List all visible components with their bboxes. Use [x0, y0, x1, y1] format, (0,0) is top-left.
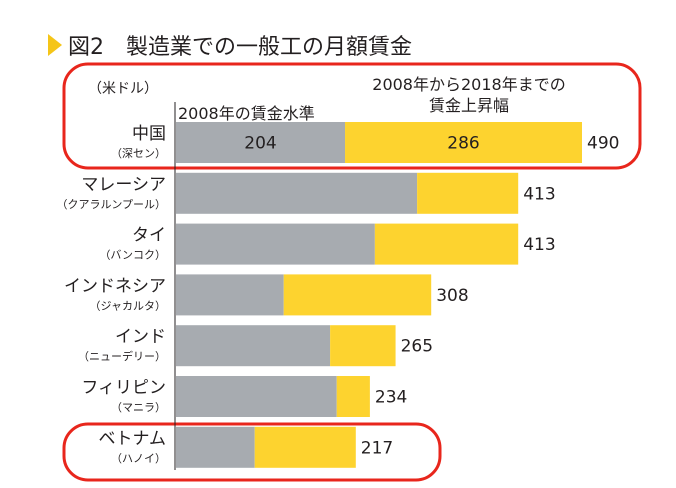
city-label: （バンコク）: [99, 249, 166, 262]
city-label: （深セン）: [111, 147, 166, 160]
bar-base: [176, 325, 331, 367]
city-label: （ニューデリー）: [78, 349, 166, 363]
chart-title: 図2 製造業での一般工の月額賃金: [48, 30, 412, 60]
bar-base: [176, 376, 337, 417]
bar-base: [176, 426, 255, 468]
city-label: （マニラ）: [111, 401, 166, 414]
total-label: 265: [401, 337, 433, 357]
city-label: （ハノイ）: [111, 452, 166, 465]
inner-label-base: 204: [244, 134, 276, 154]
total-label: 413: [523, 235, 555, 255]
category-label: インド: [115, 327, 166, 347]
bar-base: [176, 274, 284, 316]
total-label: 490: [587, 134, 619, 154]
bar-increase: [330, 325, 396, 367]
bar-base: [176, 122, 346, 163]
bar-base: [176, 223, 375, 265]
chart-title-text: 図2 製造業での一般工の月額賃金: [68, 35, 412, 60]
bar-increase: [374, 223, 519, 265]
category-label: インドネシア: [64, 276, 166, 296]
bar-increase: [336, 376, 370, 417]
category-label: タイ: [132, 226, 166, 246]
legend-increase-line2: 賃金上昇幅: [428, 96, 509, 115]
unit-label: （米ドル）: [88, 81, 158, 97]
city-label: （クアラルンプール）: [57, 198, 166, 211]
highlight-frame-china: [62, 62, 642, 170]
triangle-icon: [48, 34, 62, 56]
bar-base: [176, 172, 418, 214]
total-label: 308: [436, 286, 468, 306]
bar-increase: [417, 172, 519, 214]
total-label: 413: [523, 184, 555, 204]
inner-label-increase: 286: [447, 134, 479, 154]
total-label: 217: [361, 438, 393, 458]
category-label: 中国: [132, 124, 166, 144]
category-label: フィリピン: [81, 378, 166, 398]
legend-increase-line1: 2008年から2018年までの: [372, 75, 566, 94]
legend-base: 2008年の賃金水準: [178, 104, 315, 123]
category-label: マレーシア: [81, 175, 166, 195]
total-label: 234: [375, 388, 407, 408]
city-label: （ジャカルタ）: [90, 299, 166, 312]
highlight-frame-vietnam: [62, 422, 442, 482]
category-label: ベトナム: [99, 429, 167, 449]
bar-increase: [345, 122, 582, 163]
bar-increase: [283, 274, 432, 316]
legend-increase: 2008年から2018年までの 賃金上昇幅: [344, 74, 594, 116]
bar-increase: [254, 426, 356, 468]
